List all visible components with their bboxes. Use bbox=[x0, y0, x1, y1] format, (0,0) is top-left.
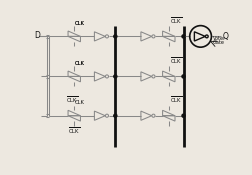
Text: $\overline{\mathsf{CLK}}$: $\overline{\mathsf{CLK}}$ bbox=[169, 96, 181, 105]
Text: CLK: CLK bbox=[75, 100, 85, 105]
Text: Gate: Gate bbox=[212, 40, 224, 45]
Text: Q: Q bbox=[222, 32, 227, 41]
Circle shape bbox=[113, 114, 116, 117]
Text: $\overline{\mathsf{CLK}}$: $\overline{\mathsf{CLK}}$ bbox=[68, 127, 80, 136]
Circle shape bbox=[181, 75, 184, 78]
Text: Voter: Voter bbox=[212, 36, 225, 41]
Text: D: D bbox=[34, 31, 40, 40]
Circle shape bbox=[181, 35, 184, 38]
Circle shape bbox=[113, 35, 116, 38]
Circle shape bbox=[113, 75, 116, 78]
Text: CLK: CLK bbox=[75, 61, 85, 66]
Text: $\overline{\mathsf{CLK}}$: $\overline{\mathsf{CLK}}$ bbox=[66, 96, 78, 105]
Circle shape bbox=[181, 114, 184, 117]
Text: $\overline{\mathsf{CLK}}$: $\overline{\mathsf{CLK}}$ bbox=[169, 16, 181, 26]
Text: CLK: CLK bbox=[75, 21, 85, 26]
Text: CLK: CLK bbox=[75, 21, 85, 26]
Text: CLK: CLK bbox=[75, 61, 85, 66]
Text: $\overline{\mathsf{CLK}}$: $\overline{\mathsf{CLK}}$ bbox=[169, 56, 181, 66]
